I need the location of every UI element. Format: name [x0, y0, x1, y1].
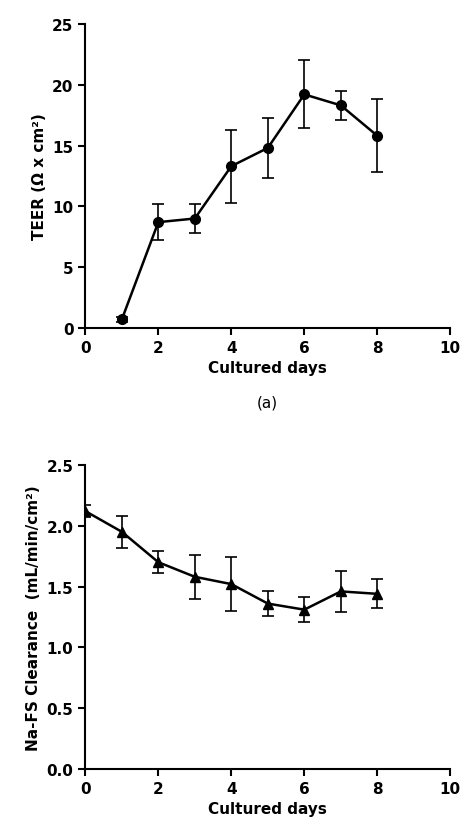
X-axis label: Cultured days: Cultured days — [209, 361, 327, 376]
Y-axis label: TEER (Ω x cm²): TEER (Ω x cm²) — [32, 113, 46, 240]
Y-axis label: Na-FS Clearance  (mL/min/cm²): Na-FS Clearance (mL/min/cm²) — [26, 485, 41, 750]
Text: (a): (a) — [257, 395, 278, 410]
X-axis label: Cultured days: Cultured days — [209, 801, 327, 816]
